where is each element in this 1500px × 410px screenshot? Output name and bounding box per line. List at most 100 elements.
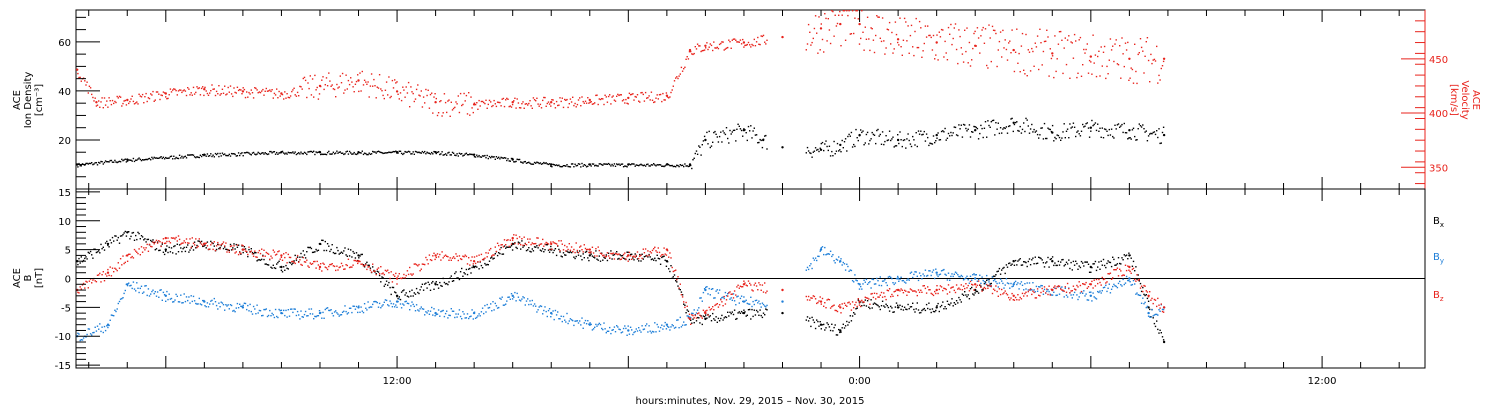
density-point xyxy=(320,153,322,156)
b-point xyxy=(602,259,604,261)
b-point xyxy=(107,268,109,271)
b-point xyxy=(184,241,187,244)
b-point xyxy=(413,305,415,308)
b-point xyxy=(316,260,318,263)
b-point xyxy=(887,290,890,292)
b-point xyxy=(307,246,309,249)
b-point xyxy=(1132,260,1135,263)
velocity-point xyxy=(636,94,639,96)
velocity-point xyxy=(78,76,80,79)
velocity-point xyxy=(580,105,582,107)
b-point xyxy=(716,289,718,291)
velocity-point xyxy=(205,90,207,92)
velocity-point xyxy=(136,101,138,103)
b-point xyxy=(130,235,132,238)
b-point xyxy=(1031,289,1033,291)
b-point xyxy=(153,292,155,295)
velocity-point xyxy=(528,102,530,105)
b-point xyxy=(443,255,446,257)
b-point xyxy=(495,250,498,253)
b-point xyxy=(662,328,664,330)
b-point xyxy=(502,253,505,255)
velocity-point xyxy=(596,94,598,96)
b-point xyxy=(866,297,869,299)
b-point xyxy=(412,295,414,297)
b-point xyxy=(443,281,446,284)
b-point xyxy=(634,253,636,255)
b-point xyxy=(721,301,723,303)
velocity-point xyxy=(517,102,520,104)
b-point xyxy=(650,332,653,334)
b-point xyxy=(272,249,274,251)
b-point xyxy=(659,263,662,265)
density-point xyxy=(961,136,964,138)
velocity-point xyxy=(437,112,440,114)
velocity-point xyxy=(266,90,269,92)
b-point xyxy=(488,306,491,309)
velocity-point xyxy=(151,94,153,96)
b-point xyxy=(1138,294,1140,296)
density-point xyxy=(362,153,365,156)
density-point xyxy=(1012,130,1014,133)
b-point xyxy=(548,248,551,251)
density-point xyxy=(406,151,409,153)
density-point xyxy=(939,139,942,141)
velocity-point xyxy=(971,59,973,61)
b-point xyxy=(331,263,333,265)
b-point xyxy=(553,242,555,244)
density-point xyxy=(579,163,581,165)
density-point xyxy=(1031,123,1033,126)
b-point xyxy=(254,252,256,254)
b-point xyxy=(432,280,434,283)
b-point xyxy=(404,294,406,296)
density-point xyxy=(162,156,165,158)
velocity-point xyxy=(716,46,718,49)
b-point xyxy=(490,247,492,250)
b-point xyxy=(131,255,133,258)
b-point xyxy=(323,249,325,252)
velocity-point xyxy=(156,91,159,93)
velocity-point xyxy=(725,47,728,49)
b-point xyxy=(367,264,369,266)
b-point xyxy=(757,302,759,304)
b-point xyxy=(388,305,390,307)
b-point xyxy=(154,249,156,251)
b-point xyxy=(758,282,760,284)
density-point xyxy=(163,158,166,160)
velocity-point xyxy=(265,87,267,90)
b-point xyxy=(479,315,481,317)
b-point xyxy=(693,322,695,324)
density-point xyxy=(476,154,478,156)
density-point xyxy=(212,154,214,156)
velocity-point xyxy=(625,98,627,101)
b-point xyxy=(448,314,450,316)
density-point xyxy=(1055,138,1057,140)
b-point xyxy=(1119,268,1121,270)
b-point xyxy=(257,251,259,254)
b-point xyxy=(912,276,914,279)
b-point xyxy=(141,236,144,238)
b-point xyxy=(224,309,226,311)
b-point xyxy=(264,263,266,265)
b-point xyxy=(927,307,929,310)
b-point xyxy=(237,307,240,309)
b-data-point xyxy=(704,311,707,315)
density-point xyxy=(199,154,202,156)
b-point xyxy=(525,249,528,252)
b-point xyxy=(1010,282,1012,285)
b-point xyxy=(640,260,642,262)
velocity-point xyxy=(1023,69,1025,71)
b-point xyxy=(1114,285,1116,287)
velocity-point xyxy=(108,97,110,99)
b-point xyxy=(934,311,936,313)
b-point xyxy=(1026,282,1028,284)
b-point xyxy=(959,276,961,278)
b-point xyxy=(1082,262,1084,264)
b-point xyxy=(723,297,725,300)
b-point xyxy=(647,331,649,333)
b-point xyxy=(458,309,461,311)
density-data-point xyxy=(126,158,129,161)
velocity-point xyxy=(899,17,901,19)
density-point xyxy=(510,157,513,160)
density-point xyxy=(1069,123,1071,125)
